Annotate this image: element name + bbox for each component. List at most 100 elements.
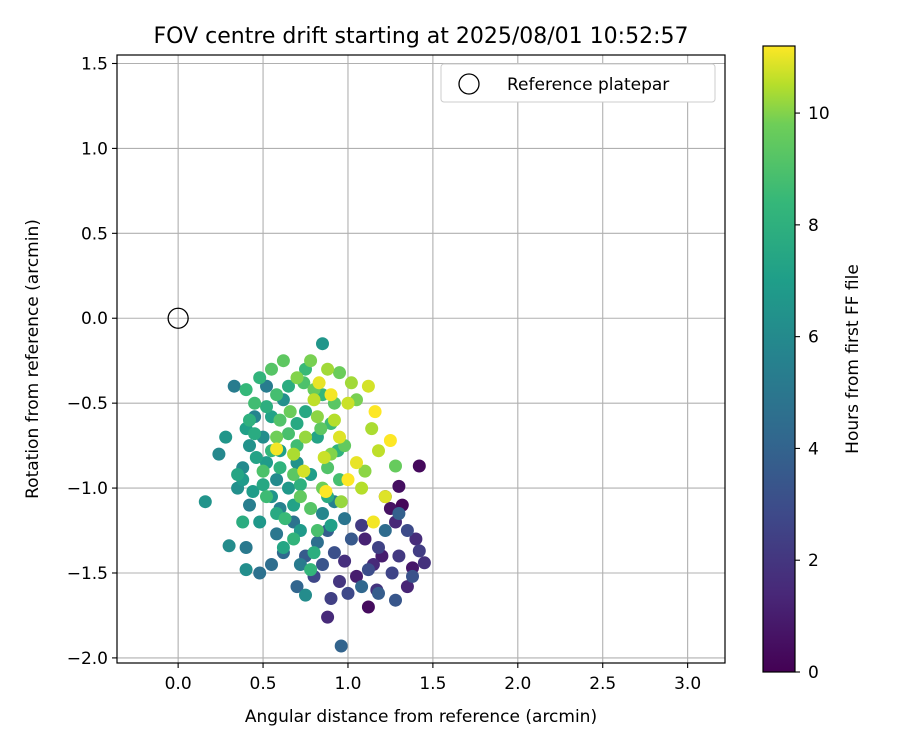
scatter-point (243, 439, 256, 453)
scatter-point (406, 569, 419, 583)
plot-area-frame (116, 54, 726, 664)
y-tick-label: −1.0 (67, 479, 108, 499)
colorbar-tick-label: 4 (808, 439, 819, 459)
scatter-point (389, 593, 402, 607)
scatter-point (385, 566, 399, 580)
scatter-point (265, 558, 278, 571)
scatter-point (293, 490, 307, 504)
scatter-point (270, 527, 284, 541)
scatter-point (282, 427, 295, 441)
scatter-point (338, 512, 352, 526)
scatter-point (236, 515, 250, 529)
scatter-point (304, 563, 318, 577)
x-tick-label: 3.0 (674, 674, 701, 694)
scatter-point (324, 592, 338, 605)
scatter-point (412, 544, 426, 558)
colorbar-tick-label: 10 (808, 104, 830, 124)
scatter-point (256, 478, 270, 492)
x-tick-label: 1.5 (419, 674, 446, 694)
scatter-point (383, 434, 397, 447)
scatter-point (290, 417, 304, 430)
x-tick-label: 2.0 (504, 674, 531, 694)
scatter-point (372, 541, 385, 554)
scatter-points (198, 337, 431, 653)
colorbar-tick-label: 0 (808, 663, 819, 683)
reference-marker-layer (167, 307, 189, 329)
scatter-point (249, 451, 263, 464)
legend-box (440, 63, 716, 103)
y-tick-label: −1.5 (67, 564, 108, 584)
scatter-point (316, 507, 329, 520)
colorbar-tick-label: 2 (808, 551, 819, 571)
scatter-point (270, 473, 284, 487)
scatter-point (307, 546, 321, 560)
scatter-point (290, 371, 304, 385)
scatter-point (361, 563, 375, 577)
scatter-point (276, 354, 290, 368)
legend-open-circle-icon (458, 73, 480, 95)
scatter-point (321, 362, 335, 376)
scatter-point (231, 468, 245, 481)
scatter-point (299, 405, 312, 419)
scatter-point (222, 539, 236, 553)
scatter-point (239, 383, 253, 397)
scatter-point (314, 422, 328, 436)
scatter-point (344, 376, 358, 390)
chart-title: FOV centre drift starting at 2025/08/01 … (154, 24, 689, 49)
scatter-point (333, 366, 346, 380)
scatter-point (310, 524, 324, 537)
scatter-point (324, 388, 338, 402)
scatter-point (212, 447, 226, 461)
scatter-point (282, 481, 295, 495)
scatter-point (392, 549, 406, 563)
scatter-point (341, 473, 355, 487)
scatter-point (287, 532, 301, 546)
scatter-point (276, 541, 290, 554)
y-tick-label: 1.5 (81, 54, 108, 74)
scatter-point (366, 515, 380, 529)
axis-ticks: 0.0 0.5 1.0 1.5 2.0 2.5 3.0 1.5 1.0 0.5 0.0 −0.5 −1.… (67, 54, 701, 694)
scatter-point (334, 639, 348, 653)
scatter-point (350, 569, 363, 583)
grid (117, 55, 725, 663)
scatter-point (372, 586, 385, 600)
scatter-point (358, 464, 372, 478)
scatter-point (219, 430, 233, 444)
scatter-point (290, 580, 304, 594)
scatter-point (287, 447, 301, 461)
scatter-point (310, 410, 324, 424)
scatter-point (355, 481, 369, 495)
scatter-point (287, 468, 301, 481)
scatter-point (341, 586, 355, 600)
scatter-point (392, 479, 406, 493)
scatter-point (327, 413, 341, 427)
scatter-point (361, 379, 375, 393)
scatter-point (378, 524, 392, 537)
scatter-point (270, 430, 284, 444)
scatter-point (265, 362, 278, 376)
scatter-point (310, 535, 324, 549)
scatter-point (304, 354, 318, 368)
scatter-point (321, 461, 335, 475)
scatter-point (248, 427, 262, 441)
scatter-point (243, 498, 256, 512)
scatter-point (270, 388, 284, 402)
legend: Reference platepar (440, 63, 716, 103)
scatter-point (378, 490, 392, 504)
scatter-point (297, 464, 311, 478)
scatter-point (319, 485, 333, 498)
y-tick-label: 0.5 (81, 224, 108, 244)
scatter-point (389, 459, 402, 473)
y-axis-label: Rotation from reference (arcmin) (23, 219, 43, 499)
scatter-point (293, 478, 307, 492)
reference-point-marker (167, 307, 189, 329)
scatter-point (372, 444, 385, 458)
scatter-point (312, 376, 326, 390)
scatter-point (368, 405, 382, 419)
scatter-point (253, 566, 267, 580)
legend-entry-label: Reference platepar (507, 75, 669, 95)
scatter-point (327, 546, 341, 560)
scatter-point (278, 512, 292, 526)
scatter-point (412, 459, 426, 473)
scatter-point (350, 456, 363, 470)
